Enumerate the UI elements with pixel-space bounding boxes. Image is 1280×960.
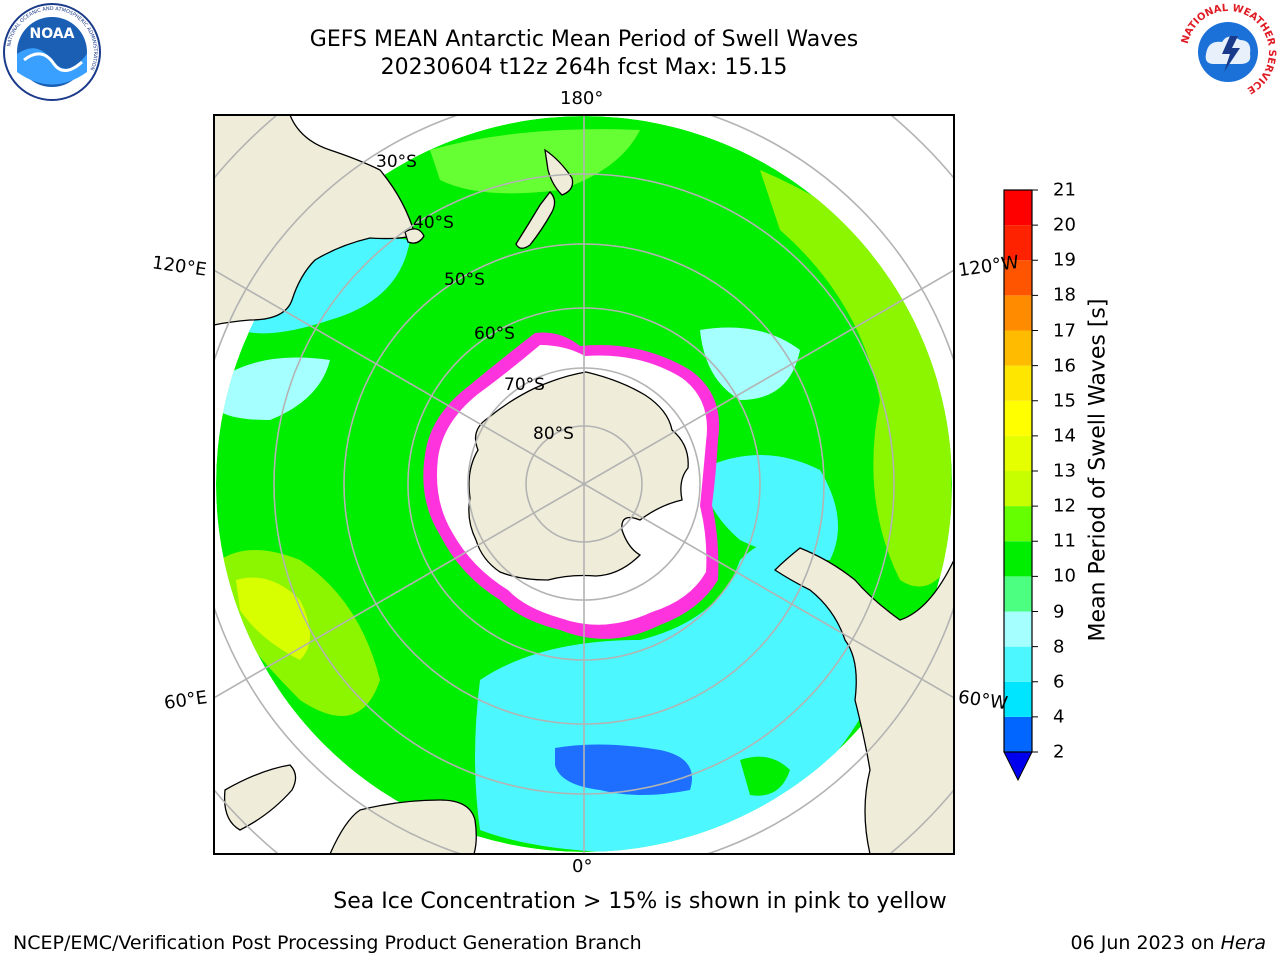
colorbar-segment bbox=[1004, 716, 1032, 752]
lon-label-180: 180° bbox=[560, 88, 604, 109]
swell-region-lightgreen-north bbox=[430, 129, 640, 194]
lat-label-60s: 60°S bbox=[474, 324, 515, 344]
tasmania-landmass bbox=[404, 228, 425, 244]
madagascar-landmass bbox=[223, 764, 297, 831]
swell-region-cyan-west bbox=[218, 357, 330, 420]
australia-landmass bbox=[214, 115, 416, 326]
colorbar-tick-label: 16 bbox=[1053, 355, 1076, 377]
footer-date: 06 Jun 2023 on Hera bbox=[1071, 932, 1266, 954]
colorbar-tick-label: 20 bbox=[1053, 214, 1076, 236]
colorbar-segment bbox=[1004, 681, 1032, 717]
footer-credit: NCEP/EMC/Verification Post Processing Pr… bbox=[13, 932, 642, 954]
noaa-text: NOAA bbox=[30, 26, 75, 42]
colorbar-tick-label: 21 bbox=[1053, 179, 1076, 201]
colorbar-segment bbox=[1004, 541, 1032, 577]
colorbar bbox=[1003, 189, 1038, 782]
colorbar-segment bbox=[1004, 400, 1032, 436]
colorbar-tick-label: 2 bbox=[1053, 741, 1065, 763]
new-zealand-south-island bbox=[515, 191, 556, 249]
nws-logo: NATIONAL WEATHER SERVICE bbox=[1180, 3, 1277, 100]
swell-region-lightcyan-east bbox=[700, 327, 800, 400]
chart-title: GEFS MEAN Antarctic Mean Period of Swell… bbox=[310, 26, 858, 82]
sea-ice-caption: Sea Ice Concentration > 15% is shown in … bbox=[333, 889, 947, 914]
colorbar-segment bbox=[1004, 506, 1032, 542]
colorbar-segment bbox=[1004, 471, 1032, 507]
lat-label-40s: 40°S bbox=[413, 213, 454, 233]
colorbar-tick-label: 15 bbox=[1053, 390, 1076, 412]
colorbar-tick-label: 18 bbox=[1053, 284, 1076, 306]
south-america-landmass bbox=[773, 547, 954, 854]
swell-region-yellow-west bbox=[236, 577, 310, 660]
swell-region-green-south bbox=[740, 756, 790, 796]
colorbar-tick-label: 9 bbox=[1053, 601, 1065, 622]
swell-region-blue-south bbox=[555, 744, 692, 795]
colorbar-tick-label: 11 bbox=[1053, 530, 1076, 552]
colorbar-tick-label: 12 bbox=[1053, 495, 1076, 517]
colorbar-segment bbox=[1004, 611, 1032, 647]
colorbar-tick-label: 13 bbox=[1053, 460, 1076, 482]
lat-label-50s: 50°S bbox=[444, 270, 485, 290]
africa-landmass bbox=[329, 799, 477, 854]
colorbar-segment bbox=[1004, 646, 1032, 682]
colorbar-tick-label: 14 bbox=[1053, 425, 1076, 447]
map-frame bbox=[213, 114, 955, 855]
new-zealand-north-island bbox=[544, 148, 574, 196]
lat-label-30s: 30°S bbox=[376, 152, 417, 172]
colorbar-tick-label: 4 bbox=[1053, 706, 1065, 728]
colorbar-segment bbox=[1004, 190, 1032, 226]
colorbar-tick-label: 8 bbox=[1053, 636, 1065, 658]
noaa-logo: NATIONAL OCEANIC AND ATMOSPHERIC ADMINIS… bbox=[3, 3, 101, 101]
colorbar-tick-label: 6 bbox=[1053, 671, 1065, 693]
title-line-2: 20230604 t12z 264h fcst Max: 15.15 bbox=[380, 55, 788, 80]
colorbar-tick-label: 10 bbox=[1053, 565, 1076, 587]
title-line-1: GEFS MEAN Antarctic Mean Period of Swell… bbox=[309, 27, 859, 52]
footer-machine: Hera bbox=[1220, 932, 1266, 954]
lat-label-70s: 70°S bbox=[504, 375, 545, 395]
colorbar-tick-label: 17 bbox=[1053, 320, 1076, 341]
colorbar-segment bbox=[1004, 435, 1032, 471]
colorbar-segment bbox=[1004, 365, 1032, 401]
lat-label-80s: 80°S bbox=[533, 424, 574, 444]
colorbar-segment bbox=[1004, 330, 1032, 366]
antarctica-landmass bbox=[468, 371, 689, 581]
colorbar-label: Mean Period of Swell Waves [s] bbox=[1085, 298, 1111, 642]
swell-region-cyan-east bbox=[700, 455, 838, 560]
colorbar-tick-label: 19 bbox=[1053, 249, 1076, 271]
lon-label-0: 0° bbox=[572, 856, 593, 877]
colorbar-segment bbox=[1004, 576, 1032, 612]
colorbar-under-arrow bbox=[1003, 751, 1033, 782]
colorbar-segment bbox=[1004, 260, 1032, 296]
footer-date-text: 06 Jun 2023 on bbox=[1070, 932, 1221, 954]
colorbar-segment bbox=[1004, 295, 1032, 331]
colorbar-segment bbox=[1004, 225, 1032, 261]
